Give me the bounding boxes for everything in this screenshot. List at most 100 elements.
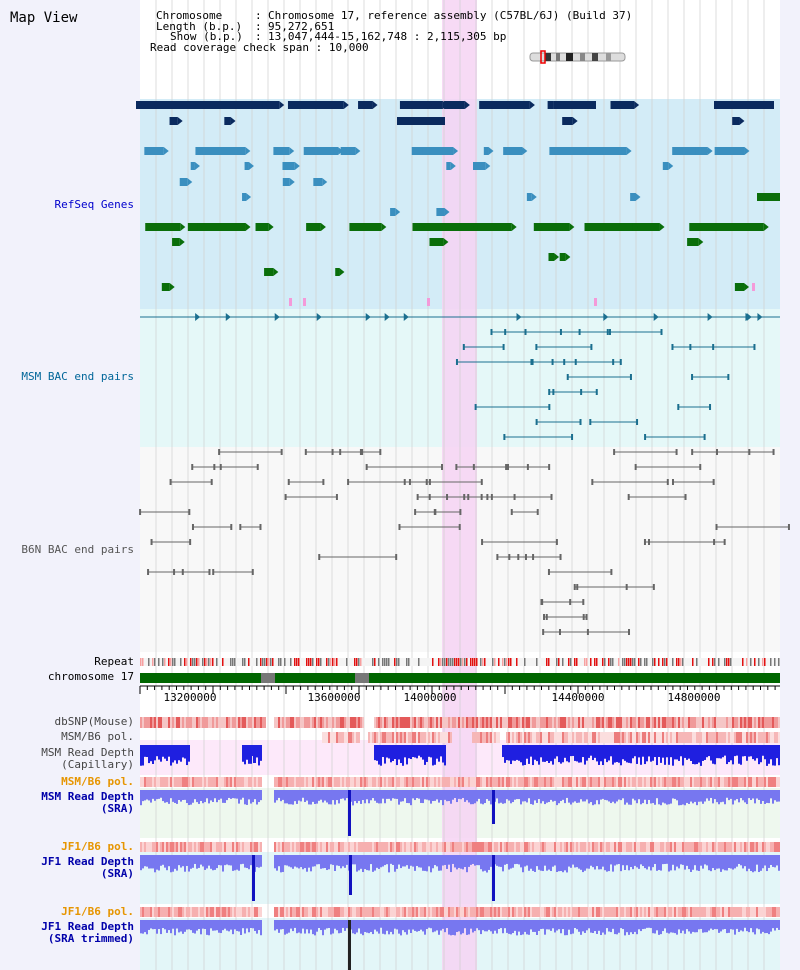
depth-bar — [464, 855, 466, 868]
heat-cell — [300, 842, 302, 852]
heat-cell — [682, 842, 684, 852]
depth-bar — [252, 920, 254, 929]
depth-bar — [506, 790, 508, 800]
gene-arrow — [248, 162, 254, 170]
depth-bar — [284, 855, 286, 866]
heat-cell — [476, 842, 478, 852]
heat-cell — [552, 732, 554, 743]
depth-bar — [274, 790, 276, 803]
gene-block — [273, 147, 290, 155]
depth-bar — [632, 920, 634, 935]
heat-cell — [380, 732, 382, 743]
heat-cell — [244, 842, 246, 852]
heat-cell — [450, 732, 452, 743]
heat-cell — [416, 842, 418, 852]
repeat-mark — [284, 658, 286, 666]
gene-arrow — [529, 101, 535, 109]
depth-bar — [740, 855, 742, 866]
heat-cell — [318, 842, 320, 852]
depth-bar — [700, 745, 702, 766]
heat-cell — [174, 777, 176, 787]
heat-cell — [714, 777, 716, 787]
depth-bar — [422, 920, 424, 932]
heat-cell — [168, 717, 170, 728]
depth-bar — [188, 745, 190, 762]
bac-end — [677, 404, 680, 410]
depth-bar — [660, 855, 662, 871]
depth-bar — [440, 790, 442, 801]
heat-cell — [160, 907, 162, 917]
depth-bar — [406, 745, 408, 765]
bac-end — [239, 524, 242, 530]
heat-cell — [568, 777, 570, 787]
depth-bar — [650, 855, 652, 871]
heat-cell — [600, 717, 602, 728]
depth-bar — [744, 745, 746, 757]
depth-bar — [222, 920, 224, 931]
heat-cell — [540, 842, 542, 852]
depth-bar — [622, 855, 624, 866]
depth-bar — [578, 745, 580, 763]
bac-end — [425, 479, 428, 485]
depth-bar — [228, 790, 230, 798]
heat-cell — [620, 732, 622, 743]
heat-cell — [588, 717, 590, 728]
depth-bar — [490, 790, 492, 805]
repeat-mark — [628, 658, 630, 666]
heat-cell — [384, 842, 386, 852]
heat-cell — [734, 717, 736, 728]
heat-cell — [702, 907, 704, 917]
depth-bar — [570, 920, 572, 935]
depth-bar — [696, 745, 698, 765]
heat-cell — [276, 777, 278, 787]
repeat-mark — [170, 658, 172, 666]
heat-cell — [720, 717, 722, 728]
heat-cell — [408, 717, 410, 728]
heat-cell — [398, 777, 400, 787]
heat-cell — [338, 732, 340, 743]
depth-bar — [324, 920, 326, 930]
depth-bar — [164, 745, 166, 759]
heat-cell — [332, 842, 334, 852]
heat-cell — [492, 717, 494, 728]
depth-bar — [338, 790, 340, 804]
heat-cell — [200, 777, 202, 787]
heat-cell — [298, 842, 300, 852]
depth-bar — [578, 790, 580, 803]
heat-cell — [464, 842, 466, 852]
repeat-mark — [502, 658, 504, 666]
depth-bar — [250, 790, 252, 804]
show-value: 13,047,444-15,162,748 : 2,115,305 bp — [268, 30, 507, 43]
heat-cell — [388, 717, 390, 728]
chromosome-gap — [261, 673, 275, 683]
repeat-mark — [334, 658, 336, 666]
bac-end — [715, 524, 718, 530]
heat-cell — [536, 907, 538, 917]
heat-cell — [486, 907, 488, 917]
heat-cell — [358, 732, 360, 743]
heat-cell — [628, 777, 630, 787]
heat-cell — [598, 777, 600, 787]
track-label-jf1-b6-pol-1: JF1/B6 pol. — [61, 840, 134, 853]
repeat-mark — [296, 658, 298, 666]
gene-arrow — [626, 147, 632, 155]
heat-cell — [404, 777, 406, 787]
bac-end — [591, 479, 594, 485]
depth-bar — [594, 920, 596, 932]
depth-bar — [668, 855, 670, 872]
repeat-mark — [456, 658, 458, 666]
depth-bar — [184, 745, 186, 759]
heat-cell — [472, 732, 474, 743]
heat-cell — [394, 717, 396, 728]
depth-bar — [540, 745, 542, 758]
heat-cell — [368, 842, 370, 852]
heat-cell — [648, 842, 650, 852]
heat-cell — [560, 907, 562, 917]
depth-bar — [384, 920, 386, 935]
depth-bar — [322, 790, 324, 803]
depth-bar — [202, 920, 204, 929]
heat-cell — [520, 717, 522, 728]
heat-cell — [248, 777, 250, 787]
heat-cell — [624, 732, 626, 743]
